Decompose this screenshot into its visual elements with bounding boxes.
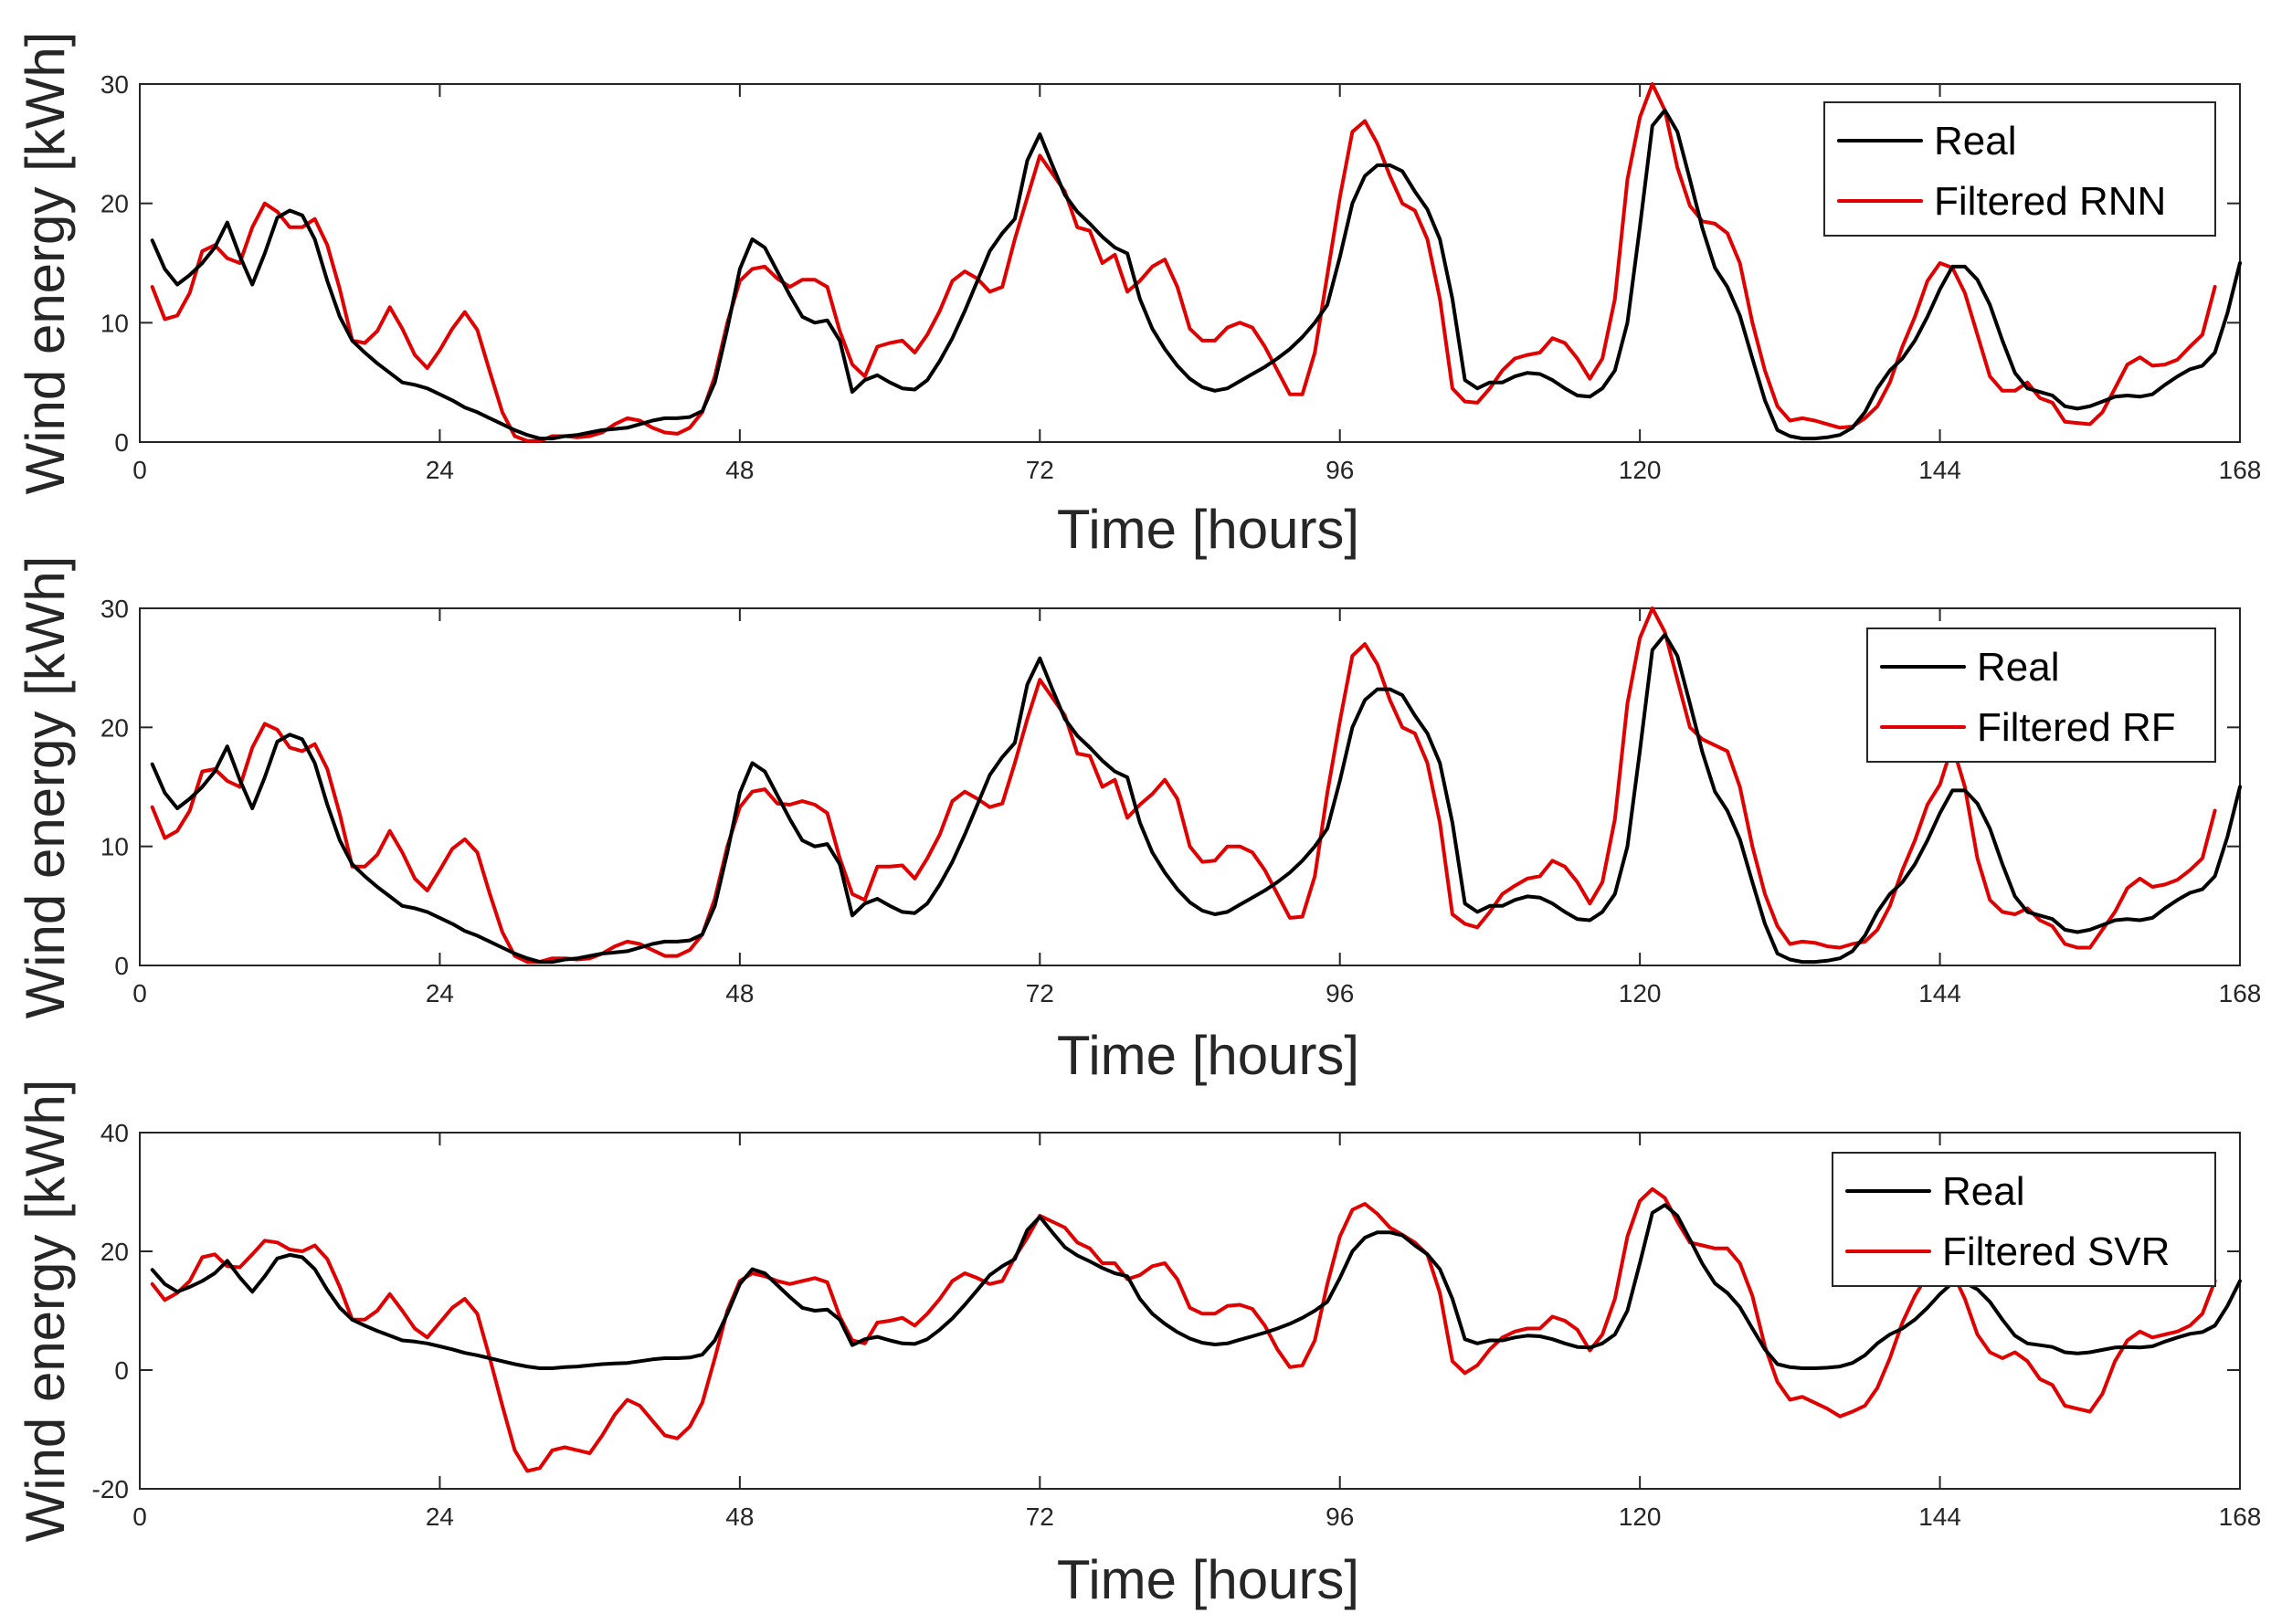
x-tick-label: 24 [426,456,454,484]
y-tick-label: 30 [100,70,129,99]
x-tick-label: 96 [1326,979,1354,1007]
x-tick-label: 120 [1619,1503,1662,1531]
x-axis-title: Time [hours] [1057,1549,1359,1610]
series-line-filtered [150,1186,2217,1473]
x-tick-label: 96 [1326,1503,1354,1531]
x-axis-title: Time [hours] [1057,1025,1359,1086]
y-axis-title: Wind energy [kWh] [15,556,76,1019]
legend: Real Filtered RNN [1823,101,2216,237]
x-tick-label: 72 [1026,1503,1054,1531]
x-tick-label: 144 [1918,456,1961,484]
x-tick-label: 120 [1619,979,1662,1007]
legend-box [1823,101,2216,237]
y-tick-label: -20 [92,1475,129,1503]
x-tick-label: 144 [1918,979,1961,1007]
legend: Real Filtered RF [1866,627,2216,763]
y-tick-label: 0 [114,428,129,457]
y-tick-label: 10 [100,833,129,861]
legend-box [1866,627,2216,763]
x-tick-label: 96 [1326,456,1354,484]
y-tick-label: 20 [100,1238,129,1266]
x-tick-label: 168 [2219,456,2262,484]
y-tick-label: 40 [100,1119,129,1147]
y-tick-label: 0 [114,952,129,980]
x-tick-label: 48 [725,979,754,1007]
series-line-real [150,1203,2242,1370]
series-line-filtered [150,82,2217,443]
x-tick-label: 168 [2219,1503,2262,1531]
x-tick-label: 24 [426,1503,454,1531]
x-tick-label: 72 [1026,979,1054,1007]
x-tick-label: 120 [1619,456,1662,484]
x-tick-label: 144 [1918,1503,1961,1531]
legend-label-real: Real [1934,119,2017,163]
legend-label-real: Real [1942,1169,2025,1214]
y-tick-label: 20 [100,190,129,218]
x-tick-label: 168 [2219,979,2262,1007]
y-tick-label: 30 [100,595,129,623]
series-line-real [150,632,2242,965]
y-axis-title: Wind energy [kWh] [15,1080,76,1543]
chart-panel-1: 0 24 48 72 96 120 144 168 0 10 20 30 Time [hours] Win… [15,32,2261,560]
legend: Real Filtered SVR [1832,1152,2216,1287]
y-tick-label: 10 [100,309,129,337]
x-tick-label: 0 [132,456,147,484]
legend-label-filtered: Filtered SVR [1942,1229,2170,1274]
legend-label-filtered: Filtered RNN [1934,179,2166,224]
x-tick-label: 48 [725,1503,754,1531]
x-tick-label: 0 [132,1503,147,1531]
y-tick-label: 20 [100,713,129,742]
x-tick-label: 24 [426,979,454,1007]
y-tick-label: 0 [114,1356,129,1385]
x-tick-label: 48 [725,456,754,484]
legend-label-real: Real [1977,645,2060,690]
legend-box [1832,1152,2216,1287]
series-line-filtered [150,606,2217,965]
x-tick-label: 72 [1026,456,1054,484]
x-axis-title: Time [hours] [1057,499,1359,560]
chart-panel-2: 0 24 48 72 96 120 144 168 0 10 20 30 Time [hours] Win… [15,556,2261,1086]
legend-label-filtered: Filtered RF [1977,705,2176,750]
series-line-real [150,108,2242,441]
x-tick-label: 0 [132,979,147,1007]
y-axis-title: Wind energy [kWh] [15,32,76,495]
